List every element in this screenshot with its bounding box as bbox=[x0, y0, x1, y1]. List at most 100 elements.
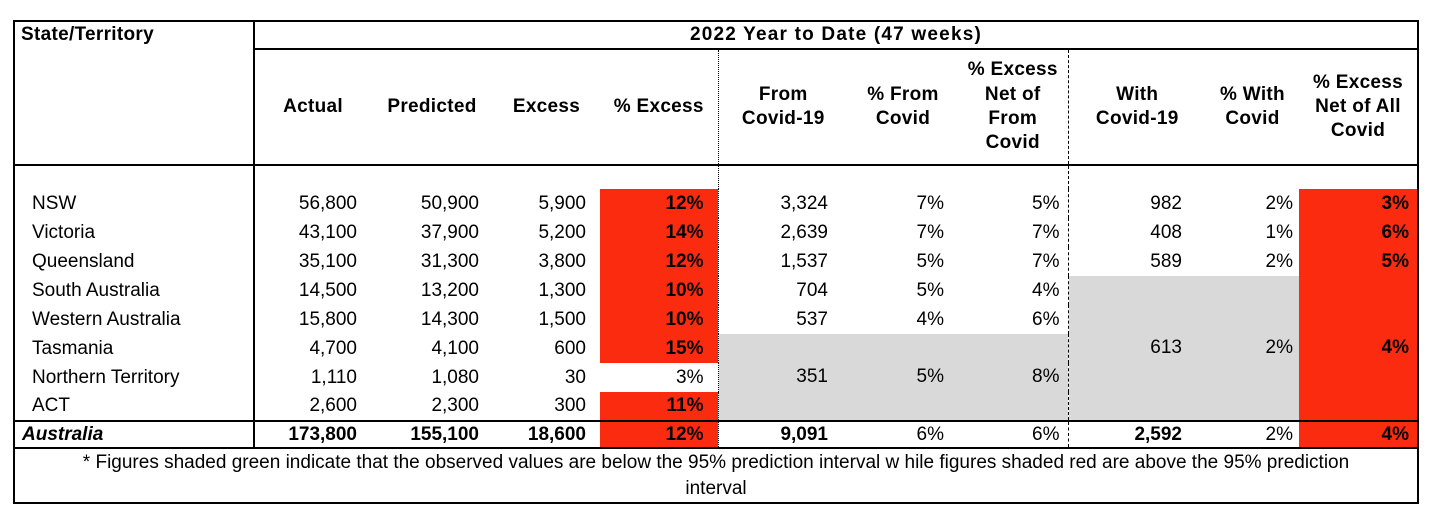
actual-cell: 43,100 bbox=[298, 221, 357, 243]
row-western-australia: Western Australia 15,800 14,300 1,500 10… bbox=[14, 305, 1418, 334]
predicted-cell: 13,200 bbox=[420, 279, 479, 301]
spacer-cell bbox=[1299, 165, 1418, 189]
predicted-cell: 2,300 bbox=[431, 395, 479, 416]
pct-excess-cell: 12% bbox=[600, 420, 718, 448]
row-south-australia: South Australia 14,500 13,200 1,300 10% … bbox=[14, 276, 1418, 421]
state-cell: NSW bbox=[14, 189, 255, 218]
spacer-cell bbox=[600, 165, 718, 189]
state-cell: Victoria bbox=[14, 218, 255, 247]
actual-cell: 14,500 bbox=[298, 279, 357, 301]
row-victoria: Victoria 43,100 37,900 5,200 14% 2,639 7… bbox=[14, 218, 1418, 247]
predicted-cell: 1,080 bbox=[431, 366, 479, 388]
net-from-covid-cell: 5% bbox=[1032, 192, 1060, 214]
pct-from-covid-cell: 7% bbox=[916, 192, 944, 214]
actual-cell: 4,700 bbox=[309, 337, 357, 359]
pct-with-covid-cell: 1% bbox=[1265, 221, 1293, 243]
report-sheet: State/Territory 2022 Year to Date (47 we… bbox=[13, 20, 1419, 504]
col-header-pct-from-covid: % From Covid bbox=[848, 49, 958, 166]
group-header-row: State/Territory 2022 Year to Date (47 we… bbox=[14, 21, 1418, 166]
state-cell: Australia bbox=[14, 420, 255, 448]
col-header-with-covid: With Covid-19 bbox=[1067, 49, 1206, 166]
with-covid-cell: 589 bbox=[1067, 247, 1206, 276]
state-cell: South Australia bbox=[14, 276, 255, 305]
row-act: ACT 2,600 2,300 300 11% bbox=[14, 392, 1418, 421]
pct-excess-cell: 15% bbox=[600, 334, 718, 363]
predicted-cell: 4,100 bbox=[431, 337, 479, 359]
excess-cell: 300 bbox=[554, 395, 586, 416]
pct-excess-cell: 14% bbox=[600, 218, 718, 247]
row-australia-total: Australia 173,800 155,100 18,600 12% 9,0… bbox=[14, 420, 1418, 448]
net-all-covid-cell: 3% bbox=[1299, 189, 1418, 218]
spacer-cell bbox=[1206, 165, 1299, 189]
corner-header: State/Territory bbox=[14, 21, 255, 166]
pct-with-covid-merged-cell: 2% bbox=[1206, 276, 1299, 421]
from-covid-cell: 537 bbox=[717, 305, 848, 334]
pct-excess-cell: 12% bbox=[600, 247, 718, 276]
predicted-cell: 155,100 bbox=[371, 420, 493, 448]
excess-mortality-table: State/Territory 2022 Year to Date (47 we… bbox=[13, 20, 1419, 449]
pct-with-covid-cell: 2% bbox=[1206, 420, 1299, 448]
state-cell: ACT bbox=[14, 392, 255, 421]
state-cell: Tasmania bbox=[14, 334, 255, 363]
spacer-row bbox=[14, 165, 1418, 189]
excess-cell: 5,200 bbox=[538, 221, 586, 243]
with-covid-merged-cell: 613 bbox=[1067, 276, 1206, 421]
pct-excess-cell: 10% bbox=[600, 305, 718, 334]
spacer-cell bbox=[14, 165, 255, 189]
pct-from-covid-cell: 4% bbox=[916, 308, 944, 330]
row-northern-territory: Northern Territory 1,110 1,080 30 3% bbox=[14, 363, 1418, 392]
actual-cell: 1,110 bbox=[310, 366, 357, 388]
net-all-covid-cell: 6% bbox=[1299, 218, 1418, 247]
net-from-covid-merged-cell: 8% bbox=[958, 334, 1068, 421]
with-covid-cell: 2,592 bbox=[1067, 420, 1206, 448]
col-header-net-all-covid: % Excess Net of All Covid bbox=[1299, 49, 1418, 166]
from-covid-cell: 9,091 bbox=[717, 420, 848, 448]
predicted-cell: 50,900 bbox=[420, 192, 479, 214]
pct-from-covid-merged-cell: 5% bbox=[848, 334, 958, 421]
spacer-cell bbox=[254, 165, 371, 189]
net-from-covid-cell: 6% bbox=[1032, 308, 1060, 330]
actual-cell: 56,800 bbox=[298, 192, 357, 214]
pct-with-covid-cell: 2% bbox=[1265, 250, 1293, 272]
spacer-cell bbox=[371, 165, 493, 189]
pct-excess-cell: 3% bbox=[676, 366, 704, 388]
col-header-excess: Excess bbox=[493, 49, 600, 166]
net-all-covid-cell: 5% bbox=[1299, 247, 1418, 276]
pct-excess-cell: 10% bbox=[600, 276, 718, 305]
state-cell: Western Australia bbox=[14, 305, 255, 334]
column-header-row: Actual Predicted Excess % Excess From Co… bbox=[14, 49, 1418, 166]
pct-excess-cell: 12% bbox=[600, 189, 718, 218]
from-covid-cell: 3,324 bbox=[717, 189, 848, 218]
actual-cell: 2,600 bbox=[309, 395, 357, 416]
row-nsw: NSW 56,800 50,900 5,900 12% 3,324 7% 5% … bbox=[14, 189, 1418, 218]
spacer-cell bbox=[717, 165, 848, 189]
with-covid-cell: 408 bbox=[1067, 218, 1206, 247]
excess-cell: 1,500 bbox=[538, 308, 586, 330]
col-header-pct-excess: % Excess bbox=[600, 49, 718, 166]
footnote: * Figures shaded green indicate that the… bbox=[13, 449, 1419, 504]
col-header-pct-with-covid: % With Covid bbox=[1206, 49, 1299, 166]
with-covid-cell: 982 bbox=[1067, 189, 1206, 218]
excess-cell: 18,600 bbox=[493, 420, 600, 448]
excess-cell: 30 bbox=[564, 366, 586, 388]
col-header-predicted: Predicted bbox=[371, 49, 493, 166]
from-covid-cell: 1,537 bbox=[717, 247, 848, 276]
spacer-cell bbox=[493, 165, 600, 189]
spacer-cell bbox=[958, 165, 1068, 189]
actual-cell: 173,800 bbox=[254, 420, 371, 448]
actual-cell: 15,800 bbox=[298, 308, 357, 330]
excess-cell: 3,800 bbox=[538, 250, 586, 272]
net-from-covid-cell: 4% bbox=[1032, 279, 1060, 301]
row-queensland: Queensland 35,100 31,300 3,800 12% 1,537… bbox=[14, 247, 1418, 276]
col-header-actual: Actual bbox=[254, 49, 371, 166]
predicted-cell: 31,300 bbox=[420, 250, 479, 272]
from-covid-cell: 704 bbox=[717, 276, 848, 305]
predicted-cell: 14,300 bbox=[420, 308, 479, 330]
state-cell: Queensland bbox=[14, 247, 255, 276]
spacer-cell bbox=[848, 165, 958, 189]
col-header-net-from-covid: % Excess Net of From Covid bbox=[958, 49, 1068, 166]
net-from-covid-cell: 7% bbox=[1032, 221, 1060, 243]
actual-cell: 35,100 bbox=[298, 250, 357, 272]
pct-with-covid-cell: 2% bbox=[1265, 192, 1293, 214]
state-cell: Northern Territory bbox=[14, 363, 255, 392]
